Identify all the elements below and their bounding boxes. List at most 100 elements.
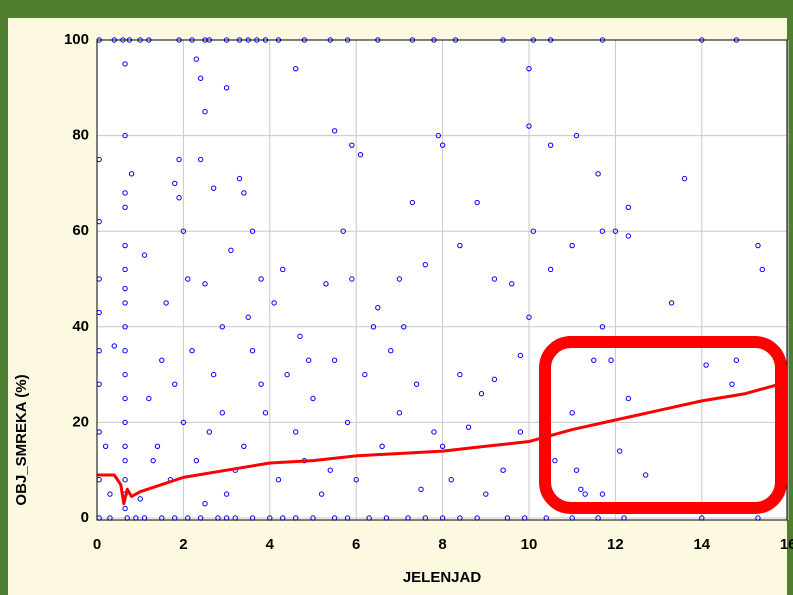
point — [422, 261, 429, 268]
point — [122, 505, 128, 512]
left-band — [0, 0, 8, 595]
point — [122, 190, 128, 196]
highlight-box — [539, 336, 787, 514]
point — [262, 410, 269, 416]
point — [474, 199, 480, 206]
point — [552, 457, 558, 464]
y-tick-label: 20 — [72, 413, 89, 430]
point — [582, 491, 588, 497]
point — [280, 266, 286, 273]
point — [388, 348, 394, 354]
point — [625, 204, 632, 211]
point — [357, 152, 364, 158]
point — [327, 467, 333, 473]
x-tick-label: 0 — [93, 536, 101, 553]
y-tick-label: 100 — [64, 31, 89, 48]
point — [612, 228, 619, 234]
point — [122, 477, 128, 483]
point — [310, 395, 316, 402]
point — [137, 496, 143, 502]
point — [439, 443, 446, 449]
point — [154, 443, 161, 449]
point — [258, 276, 264, 282]
point — [202, 109, 208, 115]
point — [353, 477, 359, 483]
point — [547, 266, 554, 273]
point — [122, 348, 128, 354]
point — [526, 123, 532, 129]
point — [193, 56, 200, 62]
point — [210, 185, 217, 191]
point — [172, 381, 178, 387]
point — [483, 491, 489, 497]
point — [500, 467, 506, 473]
point — [491, 276, 498, 282]
point — [219, 324, 225, 330]
point — [271, 300, 277, 306]
x-tick-label: 14 — [693, 536, 710, 553]
point — [122, 443, 128, 449]
point — [305, 357, 312, 363]
point — [122, 266, 128, 273]
point — [573, 132, 580, 139]
point — [146, 395, 152, 402]
point — [370, 324, 377, 330]
point — [509, 281, 515, 287]
point — [599, 491, 606, 497]
plot-frame — [96, 39, 788, 521]
point — [569, 242, 575, 249]
point — [681, 175, 688, 182]
point — [318, 491, 325, 497]
point — [122, 457, 128, 464]
point — [331, 128, 338, 134]
x-tick-label: 16 — [780, 536, 793, 553]
point — [102, 443, 109, 449]
point — [122, 204, 128, 211]
x-axis-label: JELENJAD — [403, 569, 482, 586]
point — [228, 247, 234, 254]
point — [578, 486, 584, 493]
point — [457, 242, 463, 249]
point — [258, 381, 264, 387]
point — [331, 357, 338, 363]
point — [526, 65, 532, 72]
point — [241, 443, 247, 449]
point — [344, 419, 351, 426]
point — [608, 357, 614, 363]
x-tick-label: 4 — [266, 536, 275, 553]
point — [122, 242, 128, 249]
point — [193, 457, 200, 464]
point — [595, 171, 601, 177]
point — [448, 477, 454, 483]
point — [197, 75, 204, 81]
point — [176, 156, 182, 163]
x-tick-label: 2 — [179, 536, 187, 553]
point — [491, 376, 498, 383]
point — [128, 171, 135, 177]
point — [293, 65, 299, 72]
point — [122, 324, 128, 330]
y-tick-label: 80 — [72, 127, 89, 144]
point — [435, 132, 441, 139]
point — [755, 242, 761, 249]
point — [122, 132, 128, 139]
point — [668, 300, 675, 306]
point — [241, 190, 247, 196]
point — [642, 472, 649, 478]
point — [180, 419, 187, 426]
trend-line — [97, 382, 780, 506]
point — [249, 228, 256, 234]
point — [249, 348, 256, 354]
point — [569, 410, 575, 416]
point — [189, 348, 195, 354]
point — [176, 195, 182, 201]
point — [349, 276, 355, 282]
point — [223, 85, 230, 91]
point — [202, 500, 208, 507]
point — [465, 424, 472, 430]
point — [625, 395, 632, 402]
point — [729, 381, 735, 387]
point — [409, 199, 416, 206]
point — [599, 228, 606, 234]
